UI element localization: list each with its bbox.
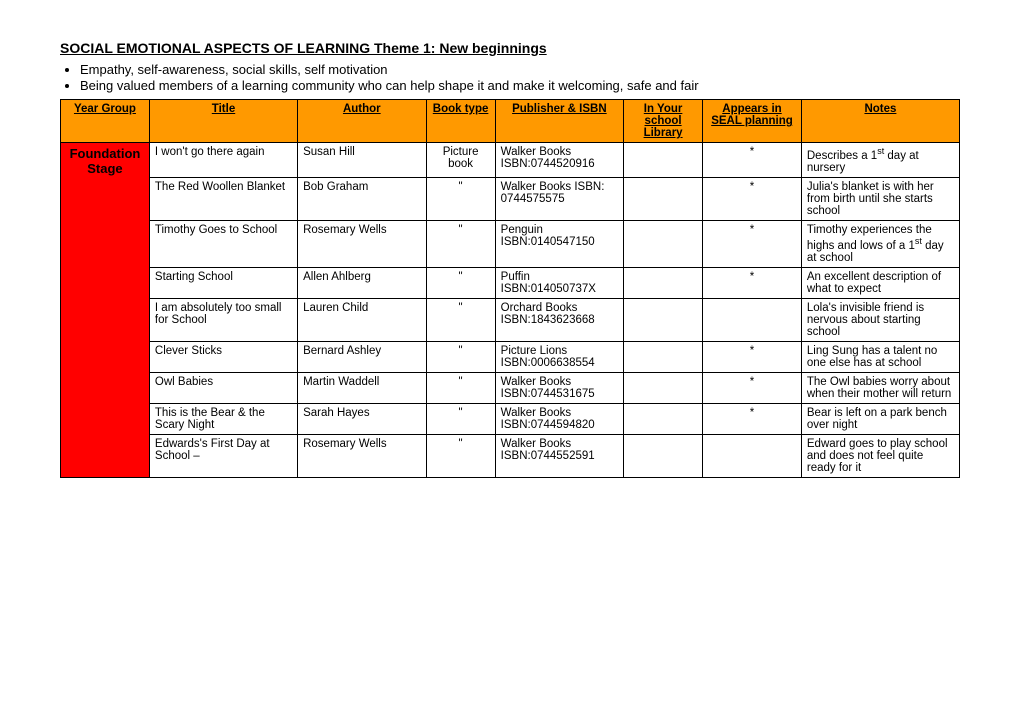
- table-header-row: Year Group Title Author Book type Publis…: [61, 100, 960, 143]
- cell-library: [624, 220, 703, 267]
- cell-publisher: Orchard Books ISBN:1843623668: [495, 298, 623, 341]
- cell-title: This is the Bear & the Scary Night: [149, 403, 297, 434]
- cell-title: Timothy Goes to School: [149, 220, 297, 267]
- col-notes: Notes: [801, 100, 959, 143]
- col-publisher: Publisher & ISBN: [495, 100, 623, 143]
- table-row: Foundation StageI won't go there againSu…: [61, 143, 960, 178]
- cell-booktype: Picture book: [426, 143, 495, 178]
- table-row: Clever SticksBernard Ashley"Picture Lion…: [61, 341, 960, 372]
- cell-author: Sarah Hayes: [298, 403, 426, 434]
- cell-author: Lauren Child: [298, 298, 426, 341]
- cell-publisher: Walker Books ISBN:0744594820: [495, 403, 623, 434]
- table-body: Foundation StageI won't go there againSu…: [61, 143, 960, 478]
- cell-booktype: ": [426, 403, 495, 434]
- cell-seal: *: [703, 267, 802, 298]
- bullet-item: Empathy, self-awareness, social skills, …: [80, 62, 960, 77]
- table-row: Owl BabiesMartin Waddell"Walker Books IS…: [61, 372, 960, 403]
- cell-publisher: Picture Lions ISBN:0006638554: [495, 341, 623, 372]
- cell-seal: *: [703, 403, 802, 434]
- cell-notes: An excellent description of what to expe…: [801, 267, 959, 298]
- cell-library: [624, 267, 703, 298]
- cell-library: [624, 143, 703, 178]
- table-row: I am absolutely too small for SchoolLaur…: [61, 298, 960, 341]
- col-library: In Your school Library: [624, 100, 703, 143]
- cell-author: Bernard Ashley: [298, 341, 426, 372]
- cell-booktype: ": [426, 434, 495, 477]
- cell-library: [624, 434, 703, 477]
- col-seal: Appears in SEAL planning: [703, 100, 802, 143]
- cell-seal: [703, 434, 802, 477]
- cell-notes: Timothy experiences the highs and lows o…: [801, 220, 959, 267]
- cell-notes: Lola's invisible friend is nervous about…: [801, 298, 959, 341]
- table-row: Edwards's First Day at School –Rosemary …: [61, 434, 960, 477]
- cell-booktype: ": [426, 298, 495, 341]
- cell-author: Rosemary Wells: [298, 220, 426, 267]
- cell-publisher: Walker Books ISBN: 0744575575: [495, 177, 623, 220]
- table-row: Timothy Goes to SchoolRosemary Wells"Pen…: [61, 220, 960, 267]
- cell-author: Susan Hill: [298, 143, 426, 178]
- cell-seal: *: [703, 372, 802, 403]
- cell-library: [624, 403, 703, 434]
- cell-title: Owl Babies: [149, 372, 297, 403]
- cell-booktype: ": [426, 267, 495, 298]
- cell-notes: Ling Sung has a talent no one else has a…: [801, 341, 959, 372]
- cell-author: Martin Waddell: [298, 372, 426, 403]
- cell-seal: *: [703, 341, 802, 372]
- cell-booktype: ": [426, 372, 495, 403]
- cell-seal: *: [703, 143, 802, 178]
- bullet-list: Empathy, self-awareness, social skills, …: [60, 62, 960, 93]
- col-booktype: Book type: [426, 100, 495, 143]
- table-row: This is the Bear & the Scary NightSarah …: [61, 403, 960, 434]
- col-year: Year Group: [61, 100, 150, 143]
- bullet-item: Being valued members of a learning commu…: [80, 78, 960, 93]
- cell-seal: [703, 298, 802, 341]
- cell-library: [624, 341, 703, 372]
- cell-title: The Red Woollen Blanket: [149, 177, 297, 220]
- cell-publisher: Walker Books ISBN:0744520916: [495, 143, 623, 178]
- cell-publisher: Penguin ISBN:0140547150: [495, 220, 623, 267]
- cell-seal: *: [703, 177, 802, 220]
- cell-notes: Edward goes to play school and does not …: [801, 434, 959, 477]
- cell-title: Edwards's First Day at School –: [149, 434, 297, 477]
- cell-notes: Bear is left on a park bench over night: [801, 403, 959, 434]
- cell-booktype: ": [426, 341, 495, 372]
- cell-title: I won't go there again: [149, 143, 297, 178]
- year-group-cell: Foundation Stage: [61, 143, 150, 478]
- cell-author: Bob Graham: [298, 177, 426, 220]
- cell-notes: The Owl babies worry about when their mo…: [801, 372, 959, 403]
- col-title: Title: [149, 100, 297, 143]
- cell-notes: Describes a 1st day at nursery: [801, 143, 959, 178]
- cell-booktype: ": [426, 220, 495, 267]
- table-row: Starting SchoolAllen Ahlberg"Puffin ISBN…: [61, 267, 960, 298]
- cell-title: Starting School: [149, 267, 297, 298]
- col-author: Author: [298, 100, 426, 143]
- cell-seal: *: [703, 220, 802, 267]
- cell-library: [624, 177, 703, 220]
- cell-publisher: Walker Books ISBN:0744531675: [495, 372, 623, 403]
- table-row: The Red Woollen BlanketBob Graham"Walker…: [61, 177, 960, 220]
- cell-library: [624, 298, 703, 341]
- cell-author: Allen Ahlberg: [298, 267, 426, 298]
- cell-booktype: ": [426, 177, 495, 220]
- cell-library: [624, 372, 703, 403]
- cell-author: Rosemary Wells: [298, 434, 426, 477]
- cell-title: I am absolutely too small for School: [149, 298, 297, 341]
- books-table: Year Group Title Author Book type Publis…: [60, 99, 960, 478]
- cell-publisher: Walker Books ISBN:0744552591: [495, 434, 623, 477]
- cell-publisher: Puffin ISBN:014050737X: [495, 267, 623, 298]
- page-title: SOCIAL EMOTIONAL ASPECTS OF LEARNING The…: [60, 40, 960, 56]
- cell-notes: Julia's blanket is with her from birth u…: [801, 177, 959, 220]
- cell-title: Clever Sticks: [149, 341, 297, 372]
